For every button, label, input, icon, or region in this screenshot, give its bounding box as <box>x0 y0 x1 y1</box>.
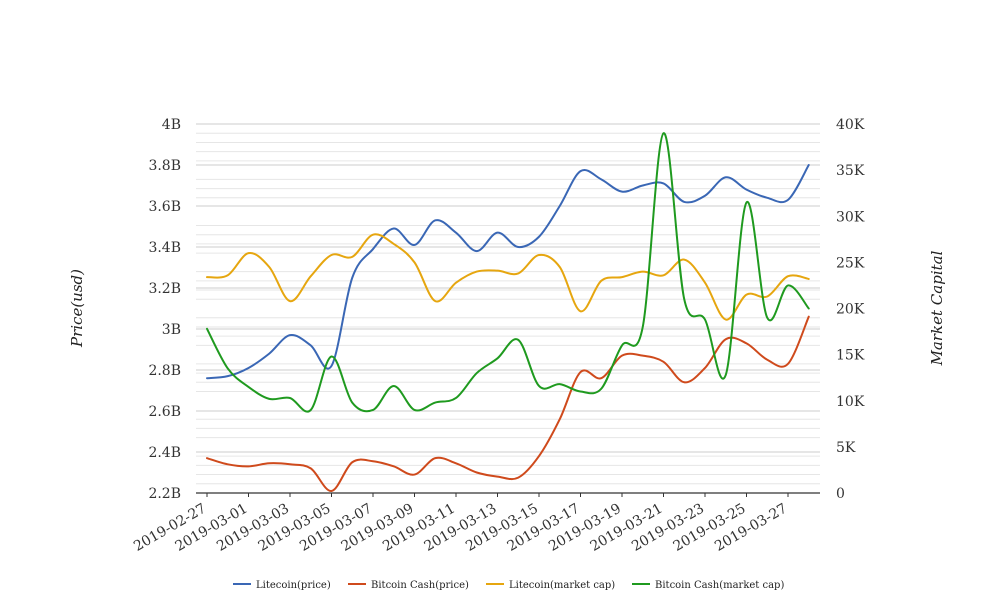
series-line-0 <box>206 164 810 380</box>
y-tick-label: 2.4B <box>148 445 181 461</box>
y-tick-label: 3.2B <box>148 281 181 297</box>
y2-tick-label: 0 <box>836 486 845 502</box>
y-axis-title: Price(usd) <box>68 269 86 348</box>
y-tick-label: 2.6B <box>148 404 181 420</box>
y-tick-label: 3.4B <box>148 240 181 256</box>
legend-item-label[interactable]: Bitcoin Cash(market cap) <box>655 580 784 591</box>
y2-tick-label: 40K <box>836 117 865 133</box>
legend-item-label[interactable]: Bitcoin Cash(price) <box>371 580 469 591</box>
y2-axis-title: Market Capital <box>928 250 946 366</box>
y-tick-label: 4B <box>162 117 181 133</box>
y-axis-right: 40K 35K 30K 25K 20K 15K 10K 5K 0 <box>836 117 865 502</box>
y-tick-label: 2.8B <box>148 363 181 379</box>
series-line-3 <box>206 132 810 413</box>
y-tick-label: 2.2B <box>148 486 181 502</box>
y2-tick-label: 35K <box>836 163 865 179</box>
y2-tick-label: 15K <box>836 348 865 364</box>
series-line-1 <box>206 315 810 492</box>
x-axis: 2019-02-272019-03-012019-03-032019-03-05… <box>131 493 790 555</box>
series-line-2 <box>206 233 810 321</box>
y-axis-left: 4B 3.8B 3.6B 3.4B 3.2B 3B 2.8B 2.6B 2.4B 2.2B <box>148 117 181 502</box>
y2-tick-label: 5K <box>836 440 856 456</box>
legend-item-label[interactable]: Litecoin(market cap) <box>509 580 615 591</box>
y-tick-label: 3.6B <box>148 199 181 215</box>
legend[interactable]: Litecoin(price) Bitcoin Cash(price) Liteco… <box>233 580 784 591</box>
series-lines <box>206 132 810 492</box>
y-tick-label: 3.8B <box>148 158 181 174</box>
y-tick-label: 3B <box>162 322 181 338</box>
y2-tick-label: 30K <box>836 209 865 225</box>
y2-tick-label: 20K <box>836 302 865 318</box>
y2-tick-label: 10K <box>836 394 865 410</box>
legend-item-label[interactable]: Litecoin(price) <box>256 580 331 591</box>
gridlines <box>196 123 820 485</box>
y2-tick-label: 25K <box>836 255 865 271</box>
